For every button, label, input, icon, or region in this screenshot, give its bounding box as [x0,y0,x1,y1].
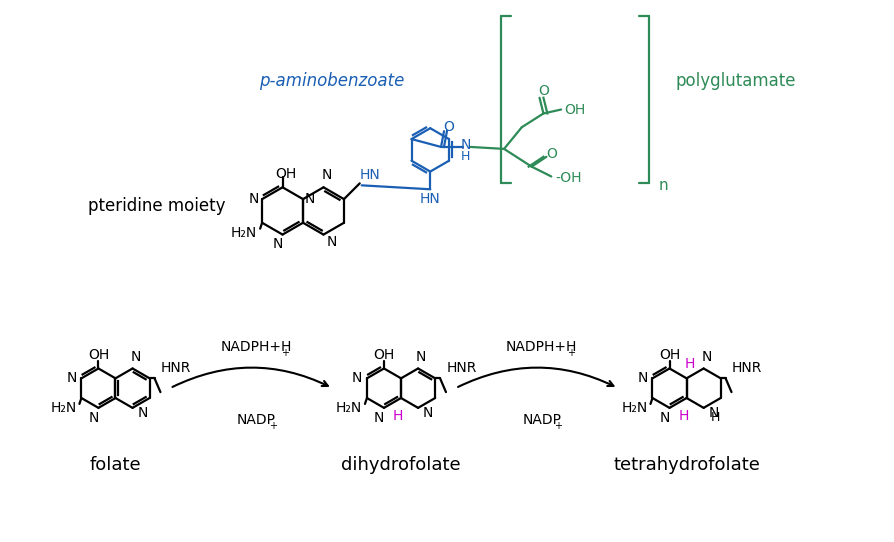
Text: N: N [660,411,670,425]
Text: +: + [281,348,289,358]
Text: N: N [321,169,332,183]
Text: H: H [711,411,721,424]
Text: folate: folate [89,456,141,474]
Text: N: N [460,138,471,152]
Text: OH: OH [659,348,680,362]
Text: N: N [273,237,283,251]
Text: O: O [538,84,549,98]
Text: HNR: HNR [732,362,763,376]
Text: p-aminobenzoate: p-aminobenzoate [259,72,404,90]
Text: H: H [684,357,695,371]
Text: NADPH+H: NADPH+H [221,340,291,354]
Text: HNR: HNR [446,362,477,376]
Text: OH: OH [374,348,394,362]
Text: N: N [131,350,140,364]
Text: H₂N: H₂N [336,401,362,415]
Text: N: N [423,406,433,420]
Text: N: N [326,235,336,249]
Text: O: O [443,120,454,134]
Text: NADP: NADP [237,412,275,427]
Text: N: N [66,371,77,385]
Text: H: H [392,409,403,423]
Text: pteridine moiety: pteridine moiety [88,197,225,215]
Text: H₂N: H₂N [50,401,77,415]
Text: N: N [374,411,384,425]
Text: HNR: HNR [161,362,191,376]
Text: NADP: NADP [522,412,561,427]
Text: OH: OH [564,102,586,117]
Text: N: N [352,371,362,385]
Text: N: N [637,371,648,385]
Text: O: O [546,147,557,161]
Text: H: H [461,150,470,163]
Text: OH: OH [88,348,109,362]
Text: N: N [305,192,315,206]
Text: NADPH+H: NADPH+H [506,340,578,354]
Text: HN: HN [420,192,441,206]
Text: N: N [249,192,259,206]
Text: H₂N: H₂N [621,401,647,415]
Text: N: N [137,406,148,420]
Text: tetrahydrofolate: tetrahydrofolate [613,456,760,474]
Text: N: N [708,406,719,420]
Text: HN: HN [359,169,380,183]
Text: N: N [89,411,98,425]
Text: polyglutamate: polyglutamate [675,72,796,90]
Text: H: H [679,409,688,423]
Text: N: N [416,350,426,364]
Text: +: + [269,421,276,430]
Text: +: + [567,348,575,358]
Text: dihydrofolate: dihydrofolate [342,456,460,474]
Text: n: n [659,178,669,193]
Text: +: + [554,421,562,430]
Text: H₂N: H₂N [231,225,257,240]
Text: N: N [702,350,712,364]
Text: -OH: -OH [556,171,582,185]
Text: OH: OH [274,166,296,180]
